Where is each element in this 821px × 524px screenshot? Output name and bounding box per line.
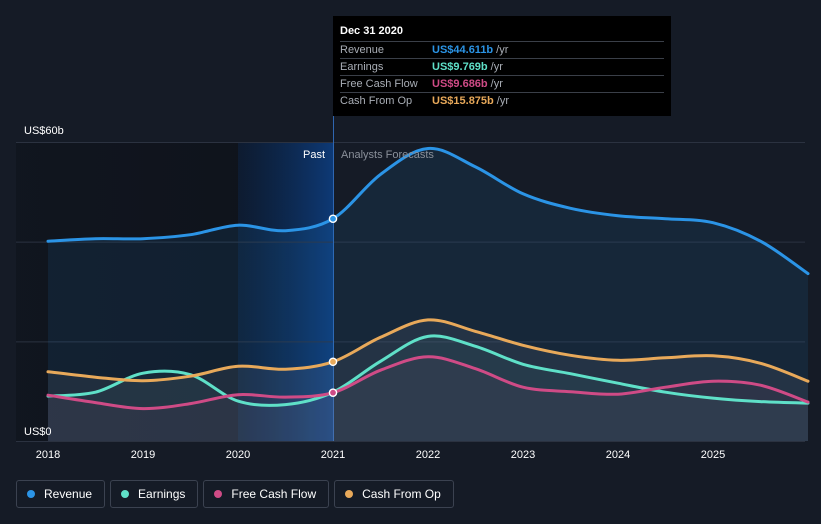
tooltip-label: Cash From Op [340, 95, 413, 107]
y-tick-label: US$0 [24, 426, 52, 438]
y-tick-label: US$60b [24, 125, 64, 137]
tooltip-unit: /yr [496, 95, 509, 107]
cash-from-op-marker [328, 357, 338, 367]
tooltip-date: Dec 31 2020 [340, 25, 403, 37]
tooltip-label: Earnings [340, 61, 384, 73]
legend: Revenue Earnings Free Cash Flow Cash Fro… [16, 480, 459, 508]
tooltip-unit: /yr [490, 61, 503, 73]
cash-from-op-area [48, 319, 808, 441]
x-tick-label: 2023 [511, 449, 535, 461]
tooltip-row-earnings: Earnings US$9.769b /yr [340, 58, 664, 75]
earnings-line [46, 334, 810, 407]
forecast-label: Analysts Forecasts [341, 149, 434, 161]
x-tick-label: 2020 [226, 449, 250, 461]
legend-item-earnings[interactable]: Earnings [110, 480, 199, 508]
tooltip: Dec 31 2020 Revenue US$44.611b /yr Earni… [333, 16, 671, 116]
legend-dot-icon [214, 490, 223, 498]
x-tick-label: 2024 [606, 449, 630, 461]
x-tick-label: 2018 [36, 449, 60, 461]
free-cash-flow-marker [328, 388, 338, 397]
revenue-area [48, 148, 808, 441]
free-cash-flow-area [48, 356, 808, 441]
highlight-region [238, 142, 333, 441]
legend-label: Cash From Op [362, 487, 441, 501]
legend-dot-icon [27, 490, 35, 498]
past-label: Past [303, 149, 325, 161]
chart: US$0 US$60b 2018 2019 2020 2021 2022 2023 2024 20… [16, 16, 810, 461]
tooltip-row-revenue: Revenue US$44.611b /yr [340, 41, 664, 58]
cash-from-op-line [46, 318, 810, 383]
x-tick-label: 2019 [131, 449, 155, 461]
x-tick-label: 2022 [416, 449, 440, 461]
legend-label: Earnings [138, 487, 186, 501]
tooltip-row-cash-from-op: Cash From Op US$15.875b /yr [340, 92, 664, 109]
tooltip-value: US$9.769b [432, 61, 488, 73]
tooltip-value: US$9.686b [432, 78, 488, 90]
tooltip-label: Free Cash Flow [340, 78, 418, 90]
earnings-area [48, 335, 808, 441]
legend-dot-icon [121, 490, 130, 498]
x-tick-label: 2025 [701, 449, 725, 461]
tooltip-unit: /yr [496, 44, 509, 56]
revenue-marker [328, 214, 338, 224]
tooltip-value: US$15.875b [432, 95, 494, 107]
free-cash-flow-line [46, 355, 810, 411]
revenue-line [46, 146, 810, 276]
legend-label: Free Cash Flow [231, 487, 317, 501]
legend-label: Revenue [44, 487, 93, 501]
x-tick-label: 2021 [321, 449, 345, 461]
legend-item-free-cash-flow[interactable]: Free Cash Flow [203, 480, 330, 508]
legend-dot-icon [345, 490, 354, 498]
legend-item-cash-from-op[interactable]: Cash From Op [334, 480, 454, 508]
tooltip-row-free-cash-flow: Free Cash Flow US$9.686b /yr [340, 75, 664, 92]
tooltip-label: Revenue [340, 44, 385, 56]
tooltip-unit: /yr [490, 78, 503, 90]
legend-item-revenue[interactable]: Revenue [16, 480, 106, 508]
tooltip-value: US$44.611b [432, 44, 494, 56]
